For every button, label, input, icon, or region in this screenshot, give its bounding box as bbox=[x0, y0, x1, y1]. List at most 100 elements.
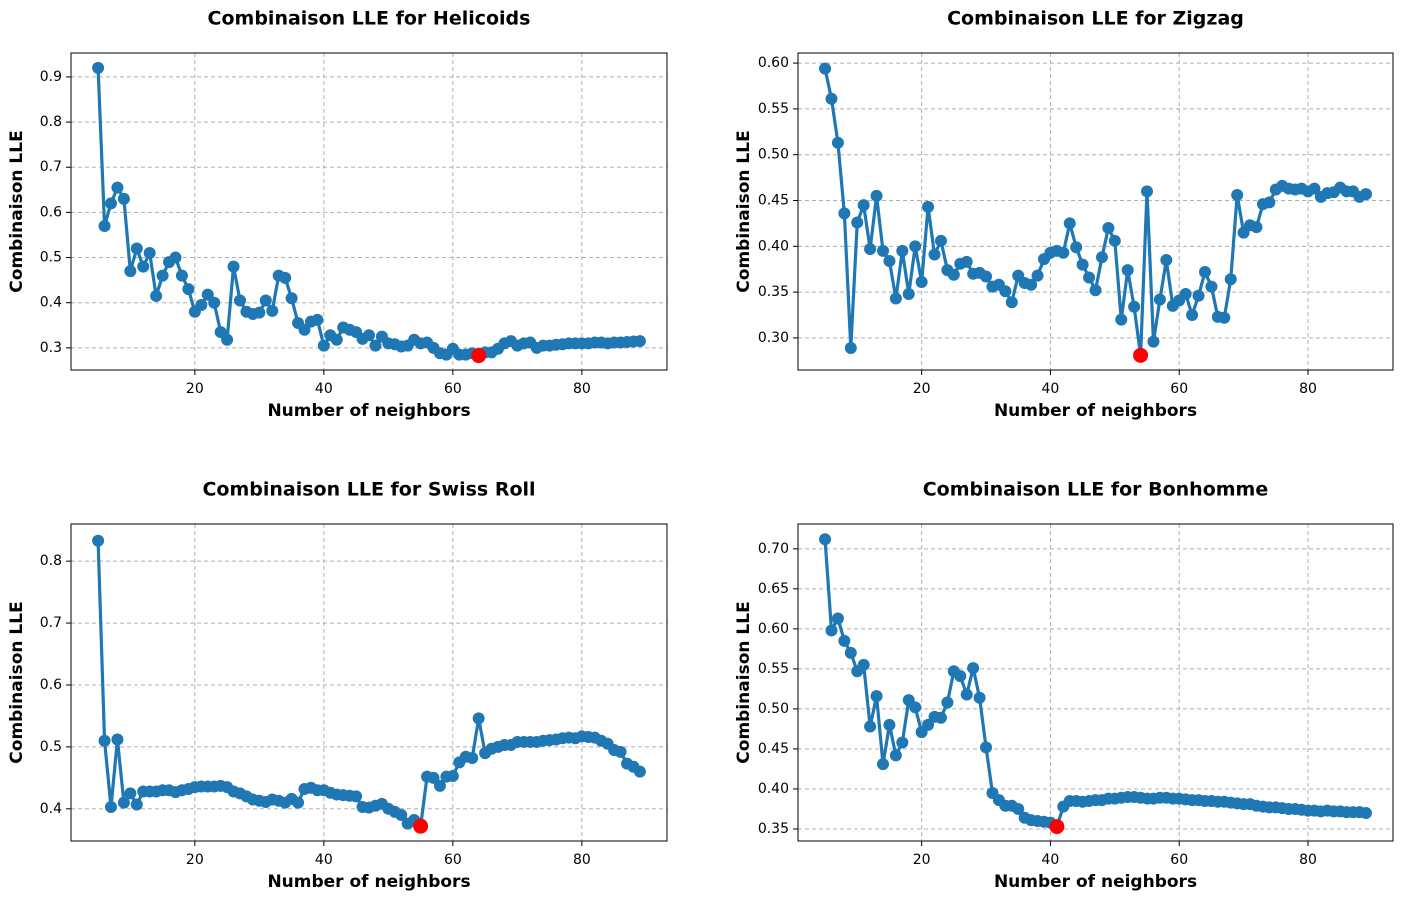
data-point bbox=[427, 771, 440, 784]
data-point bbox=[1057, 246, 1070, 259]
y-tick-label: 0.30 bbox=[758, 330, 789, 346]
data-point bbox=[1359, 188, 1372, 201]
data-point bbox=[831, 612, 844, 625]
data-point bbox=[883, 718, 896, 731]
data-point bbox=[857, 658, 870, 671]
data-point bbox=[311, 313, 324, 326]
data-point bbox=[98, 734, 111, 747]
data-point bbox=[1095, 251, 1108, 264]
data-point bbox=[889, 292, 902, 305]
data-point bbox=[980, 741, 993, 754]
data-point bbox=[472, 712, 485, 725]
x-tick-label: 40 bbox=[1042, 852, 1060, 868]
x-tick-label: 40 bbox=[315, 852, 333, 868]
data-point bbox=[350, 790, 363, 803]
data-line bbox=[96, 67, 641, 358]
data-point bbox=[253, 306, 266, 319]
y-tick-label: 0.7 bbox=[40, 159, 62, 175]
y-tick-label: 0.5 bbox=[40, 739, 62, 755]
data-point bbox=[1102, 221, 1115, 234]
data-point bbox=[1012, 802, 1025, 815]
data-point bbox=[947, 268, 960, 281]
data-point bbox=[819, 62, 832, 75]
data-point bbox=[960, 688, 973, 701]
y-tick-label: 0.6 bbox=[40, 204, 62, 220]
data-point bbox=[466, 752, 479, 765]
data-point bbox=[633, 335, 646, 348]
y-tick-label: 0.55 bbox=[758, 101, 789, 117]
data-point bbox=[1115, 313, 1128, 326]
data-point bbox=[221, 333, 234, 346]
data-point bbox=[169, 251, 182, 264]
y-tick-label: 0.8 bbox=[40, 114, 62, 130]
data-point bbox=[369, 339, 382, 352]
data-point bbox=[150, 289, 163, 302]
y-tick-label: 0.60 bbox=[758, 621, 789, 637]
x-tick-label: 80 bbox=[573, 852, 591, 868]
y-tick-label: 0.35 bbox=[758, 284, 789, 300]
data-point bbox=[1025, 278, 1038, 291]
axes-frame bbox=[797, 52, 1394, 371]
data-point bbox=[433, 779, 446, 792]
y-axis-label: Combinaison LLE bbox=[7, 130, 27, 292]
data-point bbox=[909, 701, 922, 714]
data-line bbox=[823, 539, 1367, 829]
data-point bbox=[233, 294, 246, 307]
data-point bbox=[111, 733, 124, 746]
data-point bbox=[1218, 311, 1231, 324]
min-point bbox=[471, 348, 487, 364]
data-point bbox=[1250, 221, 1263, 234]
data-point bbox=[117, 192, 130, 205]
data-point bbox=[896, 736, 909, 749]
data-point bbox=[851, 216, 864, 229]
data-point bbox=[317, 339, 330, 352]
data-point bbox=[999, 285, 1012, 298]
y-tick-label: 0.40 bbox=[758, 781, 789, 797]
data-point bbox=[124, 787, 137, 800]
y-tick-label: 0.9 bbox=[40, 69, 62, 85]
y-tick-label: 0.4 bbox=[40, 295, 62, 311]
data-point bbox=[92, 534, 105, 547]
data-point bbox=[201, 288, 214, 301]
data-point bbox=[130, 242, 143, 255]
data-point bbox=[104, 197, 117, 210]
data-point bbox=[889, 749, 902, 762]
x-axis-label: Number of neighbors bbox=[994, 872, 1197, 892]
data-point bbox=[330, 333, 343, 346]
data-point bbox=[915, 276, 928, 289]
data-point bbox=[831, 136, 844, 149]
data-point bbox=[1005, 296, 1018, 309]
chart-title: Combinaison LLE for Bonhomme bbox=[923, 479, 1269, 501]
data-point bbox=[934, 711, 947, 724]
data-point bbox=[137, 260, 150, 273]
data-point bbox=[902, 287, 915, 300]
data-point bbox=[130, 798, 143, 811]
data-point bbox=[1205, 280, 1218, 293]
data-point bbox=[104, 800, 117, 813]
x-tick-label: 40 bbox=[1042, 381, 1060, 397]
data-point bbox=[143, 247, 156, 260]
data-point bbox=[922, 718, 935, 731]
data-point bbox=[838, 634, 851, 647]
data-point bbox=[877, 244, 889, 257]
data-point bbox=[1108, 234, 1121, 247]
x-axis-label: Number of neighbors bbox=[267, 872, 470, 892]
data-point bbox=[877, 758, 889, 771]
data-point bbox=[1308, 182, 1321, 195]
data-point bbox=[825, 624, 838, 637]
y-tick-label: 0.35 bbox=[758, 821, 789, 837]
y-tick-label: 0.45 bbox=[758, 741, 789, 757]
x-tick-label: 20 bbox=[186, 381, 204, 397]
data-point bbox=[870, 189, 883, 202]
chart-title: Combinaison LLE for Helicoids bbox=[208, 8, 531, 30]
data-point bbox=[633, 765, 646, 778]
x-tick-label: 20 bbox=[913, 381, 931, 397]
data-point bbox=[1089, 284, 1102, 297]
data-point bbox=[896, 244, 909, 257]
data-point bbox=[1160, 254, 1173, 267]
x-axis-label: Number of neighbors bbox=[267, 401, 470, 421]
x-tick-label: 60 bbox=[1170, 852, 1188, 868]
x-tick-label: 60 bbox=[444, 381, 462, 397]
y-tick-label: 0.45 bbox=[758, 193, 789, 209]
data-point bbox=[1128, 300, 1141, 313]
